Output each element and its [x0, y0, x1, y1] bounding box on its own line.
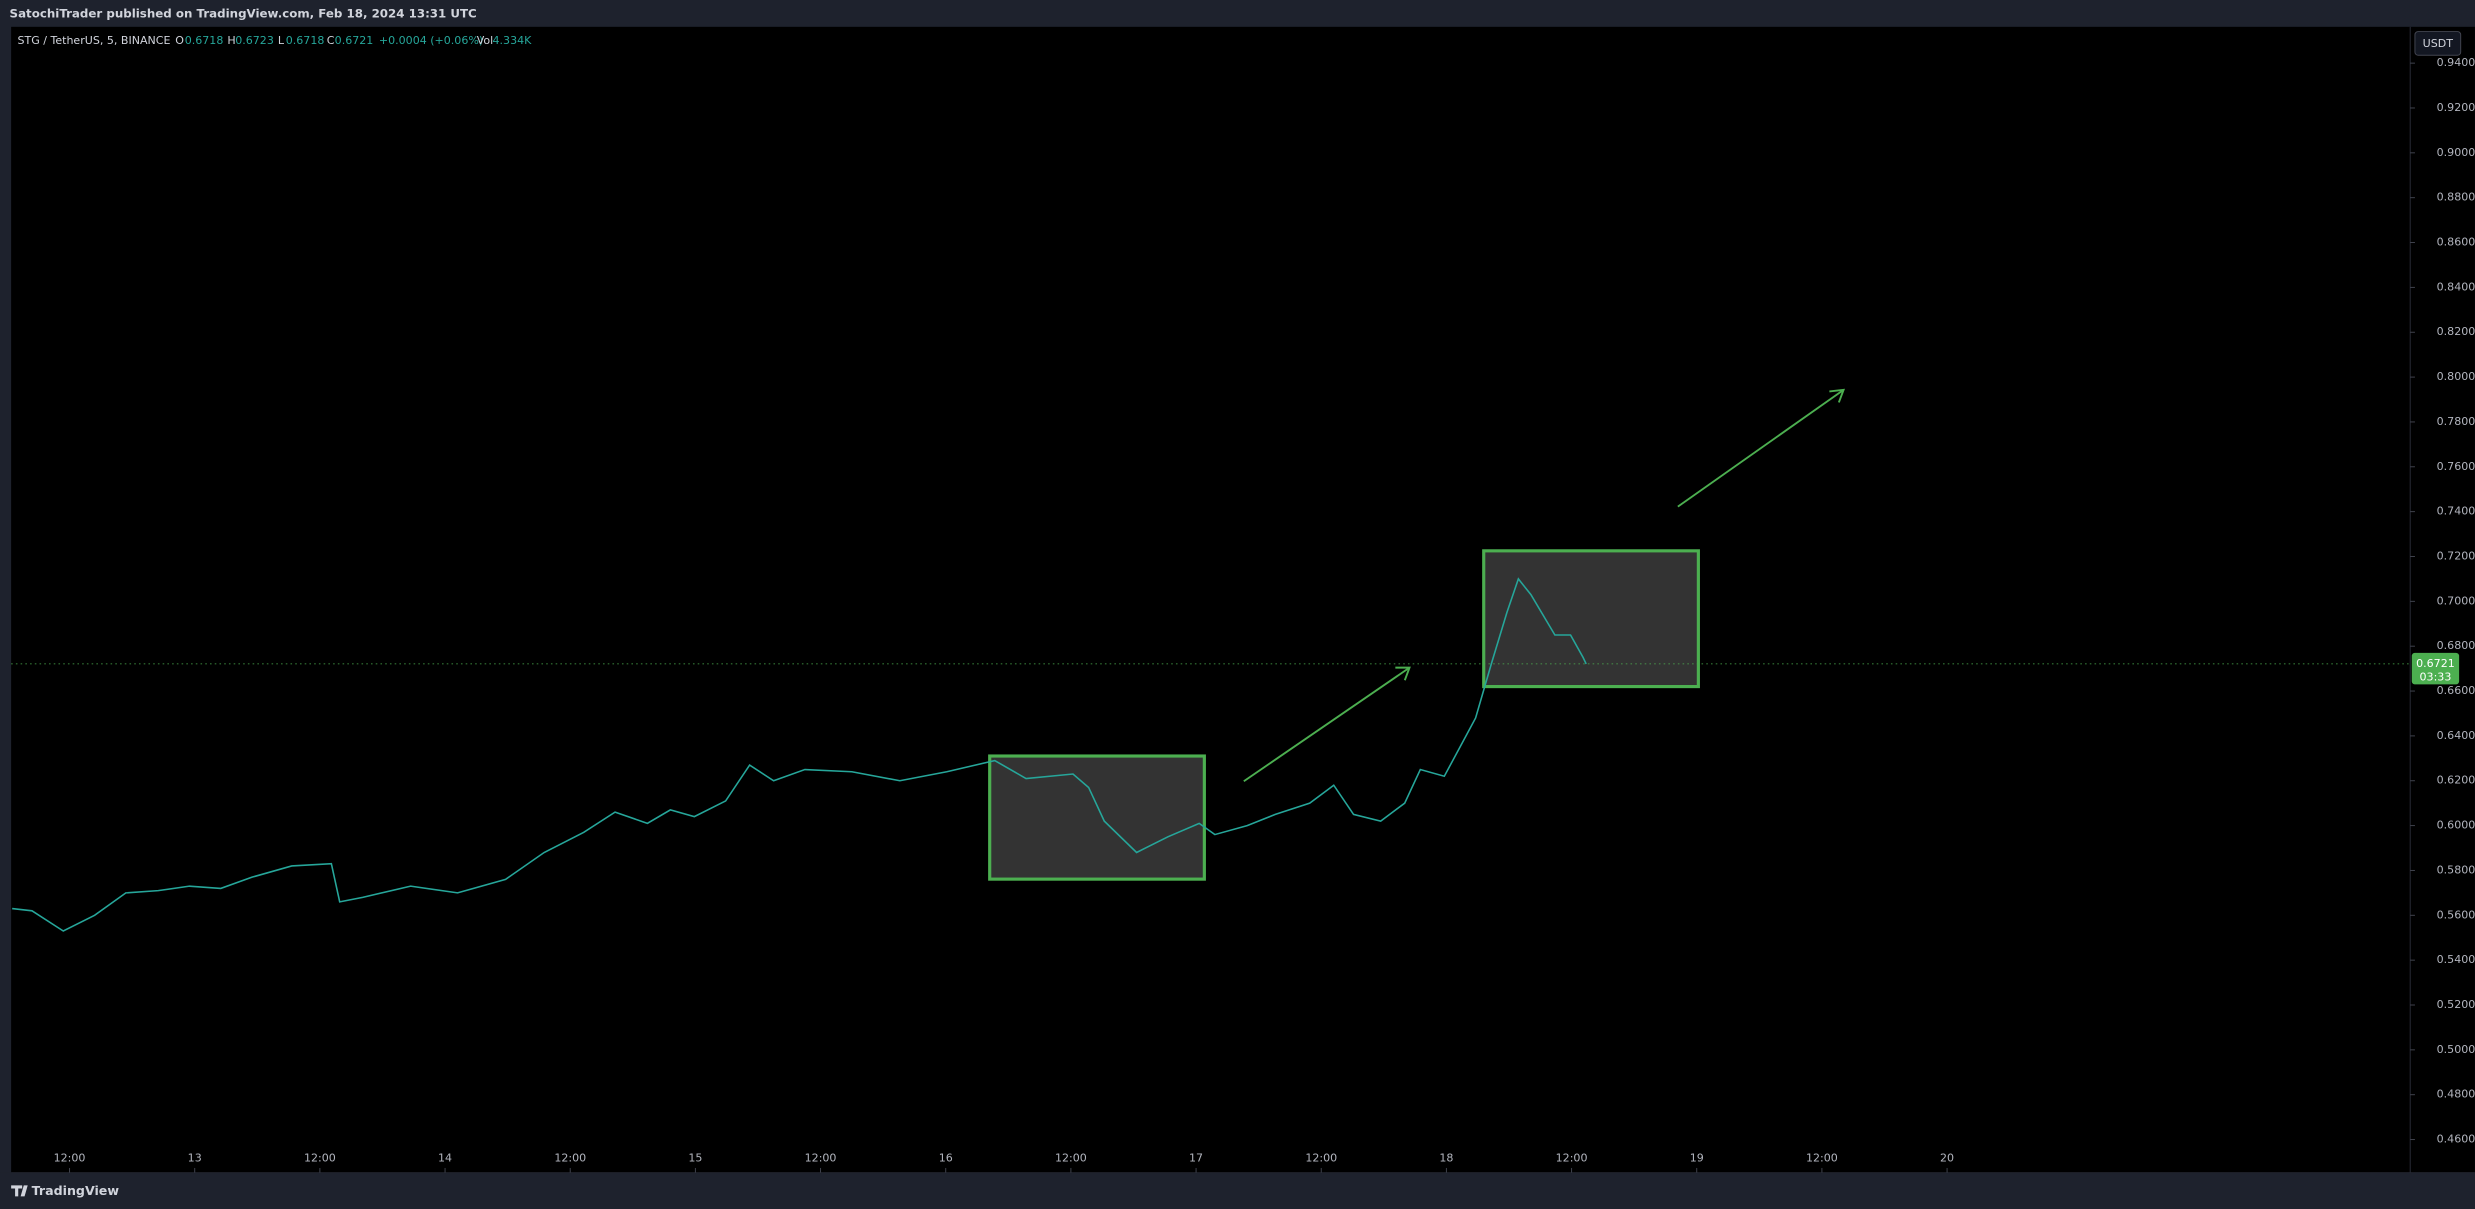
arrow-head — [1395, 666, 1411, 681]
y-tick-label: 0.4600 — [2437, 1133, 2475, 1146]
y-tick-label: 0.7800 — [2437, 415, 2475, 428]
price-axis — [2410, 26, 2475, 1173]
legend-value: 0.6723 — [235, 34, 274, 47]
y-tick-label: 0.8000 — [2437, 370, 2475, 383]
y-tick-label: 0.9200 — [2437, 101, 2475, 114]
legend-label: C — [327, 34, 335, 47]
y-tick-label: 0.6400 — [2437, 729, 2475, 742]
price-line — [12, 577, 1587, 932]
countdown-label: 03:33 — [2420, 670, 2452, 683]
x-tick-label: 19 — [1690, 1151, 1704, 1164]
y-tick-label: 0.8400 — [2437, 280, 2475, 293]
legend-value: 0.6721 — [335, 34, 374, 47]
legend: STG / TetherUS, 5, BINANCE O 0.6718 H 0.… — [17, 34, 532, 47]
x-tick-label: 12:00 — [1055, 1151, 1087, 1164]
y-tick-label: 0.5000 — [2437, 1043, 2475, 1056]
legend-value: 0.6718 — [185, 34, 224, 47]
arrow-shaft — [1677, 389, 1845, 508]
x-tick-label: 12:00 — [1806, 1151, 1838, 1164]
highlight-box — [988, 754, 1206, 881]
y-tick-label: 0.6200 — [2437, 774, 2475, 787]
x-tick-label: 15 — [688, 1151, 702, 1164]
y-tick-label: 0.9000 — [2437, 146, 2475, 159]
x-tick-label: 14 — [438, 1151, 452, 1164]
y-tick-label: 0.6800 — [2437, 639, 2475, 652]
legend-change: +0.0004 (+0.06%) — [379, 34, 483, 47]
legend-label: L — [278, 34, 285, 47]
plot: 0.4600 0.4800 0.5000 0.5200 0.5400 0.5600 0.58… — [11, 56, 2475, 1173]
y-tick-label: 0.5400 — [2437, 953, 2475, 966]
y-tick-label: 0.7600 — [2437, 460, 2475, 473]
brand: TradingView — [32, 1183, 120, 1198]
brand-logo — [11, 1185, 28, 1197]
legend-symbol: STG / TetherUS, 5, BINANCE — [17, 34, 170, 47]
y-tick-label: 0.4800 — [2437, 1088, 2475, 1101]
x-tick-label: 12:00 — [1305, 1151, 1337, 1164]
y-tick-label: 0.7200 — [2437, 549, 2475, 562]
y-tick-label: 0.6600 — [2437, 684, 2475, 697]
y-tick-label: 0.5800 — [2437, 863, 2475, 876]
y-tick-label: 0.7400 — [2437, 505, 2475, 518]
x-tick-label: 16 — [939, 1151, 953, 1164]
arrow-shaft — [1243, 666, 1411, 783]
y-tick-label: 0.5200 — [2437, 998, 2475, 1011]
x-tick-label: 12:00 — [805, 1151, 837, 1164]
legend-value: 4.334K — [493, 34, 533, 47]
x-tick-label: 18 — [1439, 1151, 1453, 1164]
last-price-tag — [2411, 652, 2460, 685]
legend-value: 0.6718 — [286, 34, 325, 47]
y-tick-label: 0.8800 — [2437, 191, 2475, 204]
legend-label: Vol — [477, 34, 494, 47]
x-tick-label: 12:00 — [554, 1151, 586, 1164]
legend-label: O — [175, 34, 184, 47]
header-text: SatochiTrader published on TradingView.c… — [10, 7, 477, 21]
y-tick-label: 0.6000 — [2437, 819, 2475, 832]
x-tick-label: 12:00 — [1556, 1151, 1588, 1164]
currency-button-label[interactable]: USDT — [2423, 37, 2454, 50]
x-tick-label: 17 — [1189, 1151, 1203, 1164]
arrow — [1243, 666, 1411, 783]
y-tick-label: 0.8200 — [2437, 325, 2475, 338]
x-tick-label: 12:00 — [54, 1151, 86, 1164]
footer-bar — [0, 1172, 2475, 1209]
y-tick-label: 0.5600 — [2437, 908, 2475, 921]
x-tick-label: 20 — [1940, 1151, 1954, 1164]
arrow — [1677, 388, 1846, 508]
arrow-head — [1829, 388, 1846, 403]
y-tick-label: 0.9400 — [2437, 56, 2475, 69]
last-price-label: 0.6721 — [2416, 657, 2455, 670]
currency-button[interactable] — [2414, 31, 2462, 56]
legend-label: H — [227, 34, 235, 47]
y-tick-label: 0.7000 — [2437, 594, 2475, 607]
x-tick-label: 12:00 — [304, 1151, 336, 1164]
chart-pane — [11, 26, 2411, 1173]
y-tick-label: 0.8600 — [2437, 236, 2475, 249]
x-tick-label: 13 — [188, 1151, 202, 1164]
highlight-box — [1482, 549, 1700, 689]
